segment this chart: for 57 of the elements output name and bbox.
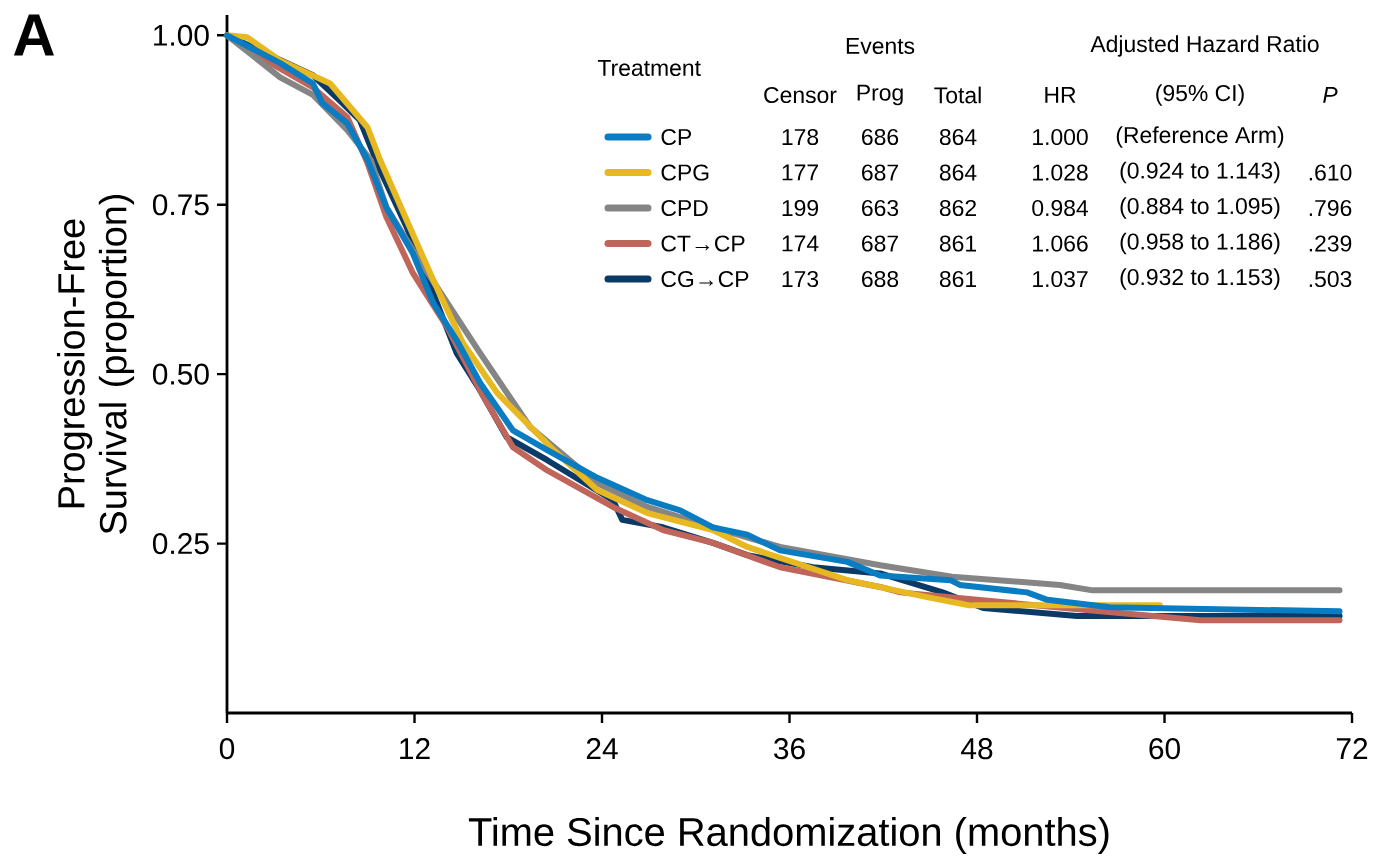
annotation: 1.066 [1033,235,1088,252]
annotation: Total [934,86,981,104]
annotation: (Reference Arm) [1116,126,1284,148]
annotation: (0.958 to 1.186) [1120,232,1280,255]
legend-label: CPG [661,164,709,181]
y-axis-title: Progression-Free Survival (proportion) [56,194,135,534]
annotation: 861 [939,270,976,288]
annotation: (0.932 to 1.153) [1120,268,1280,290]
annotation: 0.984 [1032,199,1088,217]
annotation: 1.028 [1033,164,1088,181]
annotation: .796 [1309,199,1352,217]
annotation: .239 [1309,235,1352,252]
legend-label: CP [661,128,692,146]
y-tick-label: 1.00 [154,24,209,46]
annotation: HR [1045,87,1076,103]
y-tick-label: 0.25 [152,532,209,555]
annotation: 1.000 [1033,128,1088,146]
x-tick-label: 0 [219,738,235,760]
annotation: 173 [782,270,819,288]
annotation: 178 [782,128,819,146]
annotation: (0.924 to 1.143) [1120,161,1280,184]
x-tick-label: 60 [1149,738,1180,760]
chart-title: A [13,14,54,56]
x-tick-label: 12 [400,738,430,759]
annotation: 686 [862,128,899,146]
annotation: .503 [1309,270,1352,288]
x-tick-label: 72 [1336,738,1368,759]
legend-label: CPD [661,199,708,217]
annotation: (0.884 to 1.095) [1120,197,1280,219]
annotation: 663 [862,199,899,217]
x-axis-title: Time Since Randomization (months) [468,816,1109,855]
annotation: 864 [939,164,977,181]
annotation: 1.037 [1033,270,1088,288]
annotation: 864 [939,128,977,146]
legend-label: CG→CP [661,270,749,288]
annotation: Censor [764,86,837,104]
annotation: Events [846,38,915,54]
annotation: 687 [862,235,898,252]
annotation: 687 [862,164,898,181]
annotation: 174 [782,235,819,252]
annotation: 862 [939,199,976,217]
x-tick-label: 48 [961,738,993,760]
annotation: P [1323,87,1338,103]
y-tick-label: 0.50 [152,363,209,385]
x-tick-label: 36 [774,738,805,760]
annotation: 199 [782,199,819,217]
annotation: 177 [782,164,818,181]
x-tick-label: 24 [586,738,618,759]
annotation: 688 [862,270,899,288]
annotation: (95% CI) [1156,84,1244,106]
annotation: Adjusted Hazard Ratio [1090,35,1319,57]
legend-label: CT→CP [661,235,745,252]
y-tick-label: 0.75 [152,194,209,216]
annotation: 861 [939,235,976,252]
annotation: Treatment [597,60,701,76]
annotation: Prog [857,84,903,106]
annotation: .610 [1309,164,1352,181]
